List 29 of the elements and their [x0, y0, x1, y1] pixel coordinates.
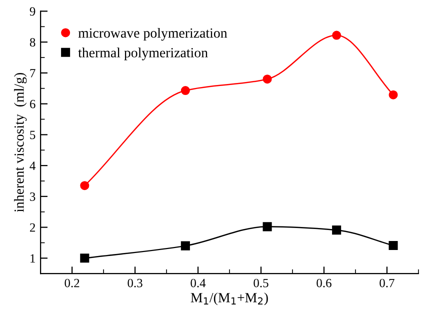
point [80, 181, 90, 190]
x-tick-label: 0.7 [380, 278, 394, 288]
point [262, 222, 272, 232]
x-tick-label: 0.5 [254, 278, 268, 288]
x-tick-label: 0.2 [64, 278, 80, 288]
y-tick-label: 5 [30, 130, 36, 140]
point [332, 30, 342, 40]
y-tick-label: 8 [30, 38, 36, 47]
point [180, 241, 190, 250]
y-tick-label: 7 [30, 69, 36, 78]
x-axis-title: M$_{1}$/(M$_{1}$+M$_{2}$) [190, 292, 268, 306]
point [180, 86, 190, 96]
y-axis-title: inherent viscosity (ml/g) [14, 73, 27, 212]
y-tick-label: 9 [30, 7, 36, 16]
x-tick-label: 0.6 [316, 278, 332, 288]
y-tick-label: 6 [30, 100, 36, 108]
y-tick-label: 3 [30, 192, 36, 201]
y-tick-label: 4 [30, 162, 36, 170]
x-tick-label: 0.4 [190, 278, 206, 288]
legend-label: microwave polymerization [78, 28, 228, 41]
point [262, 74, 272, 84]
y-tick-label: 1 [30, 254, 35, 262]
y-tick-label: 2 [30, 223, 36, 232]
point [80, 254, 90, 263]
point [332, 226, 342, 235]
point [388, 240, 398, 250]
x-tick-label: 0.3 [128, 278, 142, 288]
point [388, 90, 398, 100]
legend-label: thermal polymerization [78, 48, 208, 60]
